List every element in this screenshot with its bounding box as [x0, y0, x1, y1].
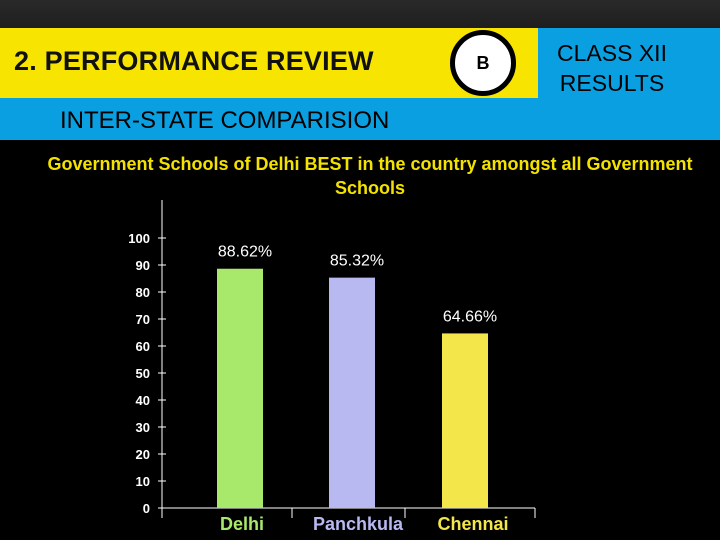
x-tick-label: Chennai: [437, 514, 508, 534]
top-strip: [0, 0, 720, 28]
y-tick-label: 40: [136, 393, 150, 408]
class-panel: [538, 28, 720, 140]
y-tick-label: 100: [128, 231, 150, 246]
x-tick-label: Panchkula: [313, 514, 404, 534]
bar-chennai: [442, 333, 488, 508]
y-tick-label: 10: [136, 474, 150, 489]
y-tick-label: 70: [136, 312, 150, 327]
y-tick-label: 60: [136, 339, 150, 354]
x-tick-label: Delhi: [220, 514, 264, 534]
section-title: 2. PERFORMANCE REVIEW: [14, 46, 374, 76]
subtitle: INTER-STATE COMPARISION: [60, 107, 390, 134]
class-label: CLASS XII RESULTS: [557, 40, 667, 96]
data-label: 85.32%: [330, 253, 384, 270]
bar-delhi: [217, 268, 263, 508]
subtitle-banner: [0, 98, 538, 140]
y-tick-label: 30: [136, 420, 150, 435]
y-tick-label: 80: [136, 285, 150, 300]
y-tick-label: 50: [136, 366, 150, 381]
y-tick-label: 0: [143, 501, 150, 516]
data-label: 88.62%: [218, 244, 272, 261]
y-tick-label: 90: [136, 258, 150, 273]
chart-title: Government Schools of Delhi BEST in the …: [47, 154, 693, 198]
section-badge: B: [450, 30, 516, 96]
y-tick-label: 20: [136, 447, 150, 462]
data-label: 64.66%: [443, 308, 497, 325]
bar-panchkula: [329, 277, 375, 508]
